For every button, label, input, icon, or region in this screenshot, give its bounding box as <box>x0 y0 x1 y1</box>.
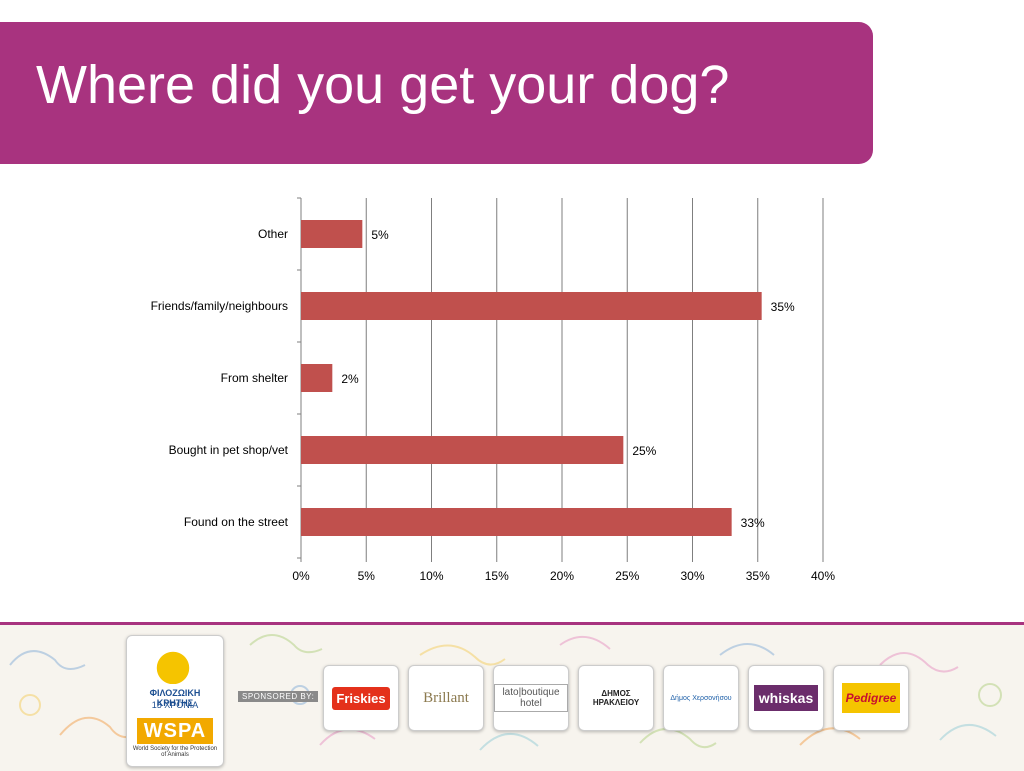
hersonissos-municipality-logo: Δήμος Χερσονήσου <box>663 665 739 731</box>
x-tick-label: 0% <box>292 569 310 583</box>
slide-title: Where did you get your dog? <box>36 55 730 115</box>
x-tick-label: 10% <box>419 569 443 583</box>
sponsor-name: whiskas <box>753 685 819 711</box>
bar-chart: Other 5% Friends/family/neighbours 35% From … <box>151 197 835 583</box>
footer-sponsors: ΦΙΛΟΖΩΙΚΗ ΚΡΗΤΗΣ 15 ΧΡΟΝΙΑ WSPA World So… <box>0 622 1024 771</box>
category-label: From shelter <box>221 371 288 385</box>
bar <box>301 508 732 536</box>
category-label: Found on the street <box>184 515 289 529</box>
bar <box>301 436 624 464</box>
category-label: Friends/family/neighbours <box>151 299 288 313</box>
wspa-logo: WSPA <box>137 718 213 744</box>
bar <box>301 220 363 248</box>
sponsor-name: Pedigree <box>841 683 901 713</box>
title-banner <box>0 22 873 164</box>
sponsor-name: Brillant <box>423 689 469 706</box>
x-tick-label: 40% <box>811 569 835 583</box>
sun-dog-cat-icon <box>141 644 205 684</box>
x-tick-label: 35% <box>746 569 770 583</box>
data-label: 5% <box>371 228 389 242</box>
heraklion-municipality-logo: ΔΗΜΟΣ ΗΡΑΚΛΕΙΟΥ <box>578 665 654 731</box>
category-label: Bought in pet shop/vet <box>169 443 289 457</box>
friskies-logo: Friskies <box>323 665 399 731</box>
data-label: 25% <box>632 444 656 458</box>
sponsor-name: ΔΗΜΟΣ ΗΡΑΚΛΕΙΟΥ <box>592 689 640 707</box>
whiskas-logo: whiskas <box>748 665 824 731</box>
bar <box>301 292 762 320</box>
x-tick-label: 30% <box>680 569 704 583</box>
data-label: 33% <box>741 516 765 530</box>
data-label: 35% <box>771 300 795 314</box>
pedigree-logo: Pedigree <box>833 665 909 731</box>
x-tick-label: 15% <box>485 569 509 583</box>
sponsor-name: lato|boutique hotel <box>494 684 568 712</box>
sponsored-by-label: SPONSORED BY: <box>238 691 319 702</box>
org-logo: ΦΙΛΟΖΩΙΚΗ ΚΡΗΤΗΣ 15 ΧΡΟΝΙΑ WSPA World So… <box>126 635 224 767</box>
x-tick-label: 5% <box>358 569 376 583</box>
org-name: ΦΙΛΟΖΩΙΚΗ ΚΡΗΤΗΣ <box>149 688 201 708</box>
brillant-logo: Brillant <box>408 665 484 731</box>
lato-logo: lato|boutique hotel <box>493 665 569 731</box>
bar <box>301 364 333 392</box>
sponsor-name: Δήμος Χερσονήσου <box>670 694 732 702</box>
category-label: Other <box>258 227 288 241</box>
x-tick-label: 25% <box>615 569 639 583</box>
x-tick-label: 20% <box>550 569 574 583</box>
data-label: 2% <box>341 372 359 386</box>
org-years: 15 ΧΡΟΝΙΑ <box>151 700 199 710</box>
sponsor-name: Friskies <box>332 686 390 710</box>
wspa-full-name: World Society for the Protection of Anim… <box>132 746 218 758</box>
